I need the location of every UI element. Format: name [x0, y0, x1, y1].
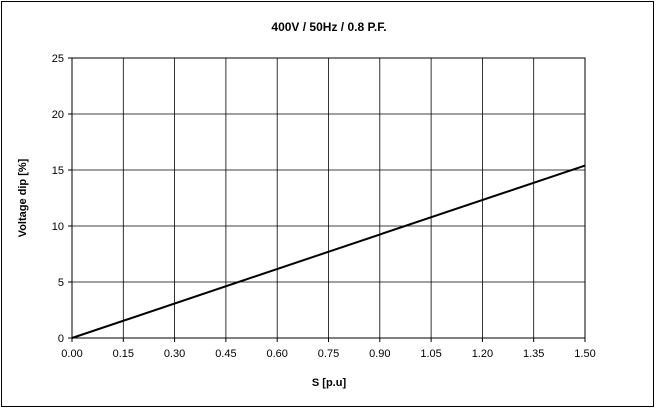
- x-tick-label: 0.90: [369, 348, 390, 360]
- x-tick-label: 0.00: [61, 348, 82, 360]
- x-tick-label: 0.45: [215, 348, 236, 360]
- x-tick-label: 1.20: [472, 348, 493, 360]
- y-tick-label: 20: [52, 109, 64, 121]
- x-axis-title: S [p.u]: [312, 377, 347, 389]
- x-tick-label: 0.75: [318, 348, 339, 360]
- x-tick-label: 0.30: [164, 348, 185, 360]
- grid: [71, 57, 586, 339]
- x-tick-label: 1.35: [523, 348, 544, 360]
- x-tick-label: 0.15: [113, 348, 134, 360]
- y-tick-label: 15: [52, 165, 64, 177]
- y-tick-label: 25: [52, 53, 64, 65]
- tick-labels: 0.00 0.15 0.30 0.45 0.60 0.75 0.90 1.05 1.20 1.35…: [52, 53, 596, 360]
- x-tick-label: 1.05: [420, 348, 441, 360]
- series-line: [71, 164, 586, 339]
- series-layer: [71, 164, 586, 339]
- y-tick-label: 10: [52, 221, 64, 233]
- y-tick-label: 0: [58, 333, 64, 345]
- y-tick-label: 5: [58, 277, 64, 289]
- y-axis-title: Voltage dip [%]: [17, 158, 29, 237]
- chart-title: 400V / 50Hz / 0.8 P.F.: [271, 20, 386, 34]
- x-tick-label: 0.60: [266, 348, 287, 360]
- x-tick-label: 1.50: [574, 348, 595, 360]
